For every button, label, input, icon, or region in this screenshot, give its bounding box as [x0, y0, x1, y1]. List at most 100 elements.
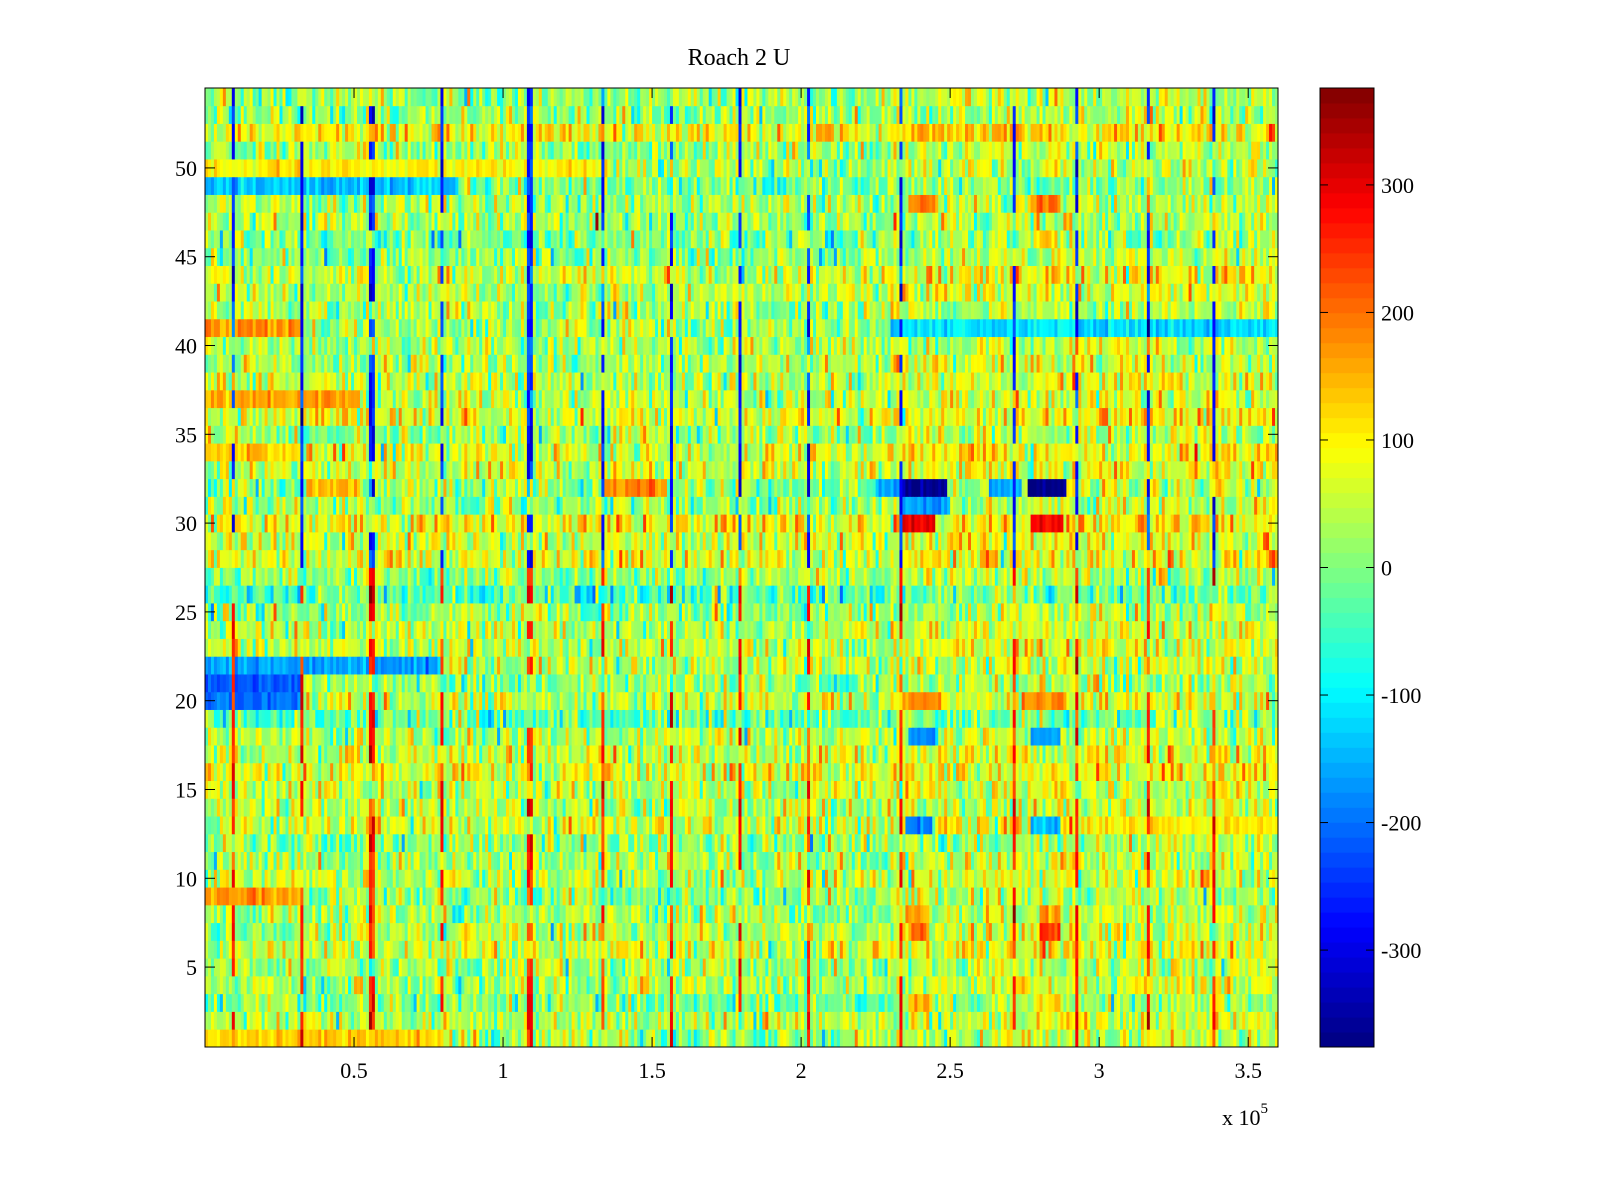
heatmap-cell [702, 1029, 707, 1048]
heatmap-cell [497, 904, 501, 924]
heatmap-cell [1266, 816, 1270, 835]
heatmap-cell [1120, 798, 1124, 817]
heatmap-cell [538, 851, 543, 870]
heatmap-cell [982, 816, 987, 835]
heatmap-cell [756, 922, 760, 941]
heatmap-cell [231, 922, 236, 941]
heatmap-cell [574, 958, 578, 977]
heatmap-cell [395, 922, 400, 941]
heatmap-cell [1131, 922, 1136, 941]
heatmap-cell [956, 940, 960, 959]
heatmap-cell [634, 975, 638, 995]
heatmap-cell [374, 940, 379, 959]
heatmap-cell [872, 940, 877, 959]
heatmap-cell [234, 904, 239, 924]
heatmap-cell [681, 922, 686, 941]
heatmap-cell [517, 922, 522, 941]
heatmap-cell [866, 816, 871, 835]
heatmap-cell [1134, 851, 1139, 870]
heatmap-cell [1179, 833, 1184, 853]
heatmap-cell [482, 993, 486, 1012]
heatmap-cell [795, 798, 799, 817]
heatmap-cell [625, 851, 629, 870]
heatmap-cell [1114, 1011, 1118, 1030]
heatmap-cell [246, 833, 251, 853]
heatmap-cell [813, 816, 817, 835]
heatmap-cell [607, 1029, 611, 1048]
heatmap-cell [485, 887, 489, 906]
heatmap-cell [1248, 975, 1252, 995]
heatmap-cell [285, 833, 289, 853]
heatmap-cell [607, 869, 611, 888]
heatmap-cell [950, 975, 954, 995]
heatmap-cell [422, 958, 426, 977]
heatmap-cell [702, 851, 707, 870]
heatmap-cell [658, 1011, 662, 1030]
heatmap-cell [1209, 1029, 1213, 1048]
heatmap-cell [786, 940, 790, 959]
heatmap-cell [1197, 940, 1201, 959]
heatmap-cell [786, 869, 790, 888]
heatmap-cell [428, 869, 432, 888]
heatmap-cell [634, 904, 638, 924]
heatmap-cell [1194, 851, 1198, 870]
heatmap-cell [774, 940, 778, 959]
heatmap-cell [333, 904, 337, 924]
heatmap-cell [932, 816, 936, 835]
heatmap-cell [476, 833, 480, 853]
heatmap-cell [544, 887, 549, 906]
heatmap-cell [380, 851, 385, 870]
heatmap-cell [386, 904, 391, 924]
heatmap-cell [437, 904, 441, 924]
heatmap-cell [1123, 1011, 1127, 1030]
heatmap-cell [514, 1011, 519, 1030]
heatmap-cell [818, 851, 823, 870]
heatmap-cell [842, 904, 847, 924]
heatmap-cell [389, 816, 394, 835]
heatmap-cell [675, 833, 680, 853]
heatmap-cell [422, 993, 426, 1012]
heatmap-cell [368, 904, 373, 924]
heatmap-cell [926, 975, 930, 995]
heatmap-cell [342, 958, 346, 977]
heatmap-cell [947, 975, 951, 995]
heatmap-cell [526, 887, 531, 906]
heatmap-cell [830, 798, 835, 817]
heatmap-cell [878, 816, 882, 835]
heatmap-cell [291, 940, 295, 959]
heatmap-cell [261, 922, 266, 941]
heatmap-cell [1164, 904, 1169, 924]
heatmap-cell [926, 1011, 930, 1030]
heatmap-cell [1120, 816, 1124, 835]
heatmap-cell [649, 887, 653, 906]
heatmap-cell [1033, 869, 1037, 888]
heatmap-cell [661, 958, 665, 977]
heatmap-cell [1030, 993, 1034, 1012]
heatmap-cell [1039, 904, 1043, 924]
heatmap-cell [678, 833, 683, 853]
heatmap-cell [753, 816, 757, 835]
heatmap-cell [318, 798, 322, 817]
heatmap-cell [205, 975, 209, 995]
heatmap-cell [482, 958, 486, 977]
heatmap-cell [1060, 922, 1064, 941]
heatmap-cell [547, 904, 552, 924]
heatmap-cell [1123, 869, 1127, 888]
heatmap-cell [488, 798, 492, 817]
heatmap-cell [1146, 816, 1151, 835]
heatmap-cell [297, 975, 301, 995]
heatmap-cell [339, 993, 343, 1012]
heatmap-cell [816, 816, 820, 835]
heatmap-cell [1128, 993, 1133, 1012]
heatmap-cell [851, 904, 856, 924]
heatmap-cell [1155, 922, 1160, 941]
heatmap-cell [500, 869, 504, 888]
heatmap-cell [1099, 958, 1103, 977]
heatmap-cell [1185, 958, 1189, 977]
heatmap-cell [905, 958, 909, 977]
heatmap-cell [1021, 993, 1026, 1012]
heatmap-cell [947, 904, 951, 924]
heatmap-cell [416, 904, 420, 924]
heatmap-cell [380, 922, 385, 941]
heatmap-cell [1272, 887, 1276, 906]
